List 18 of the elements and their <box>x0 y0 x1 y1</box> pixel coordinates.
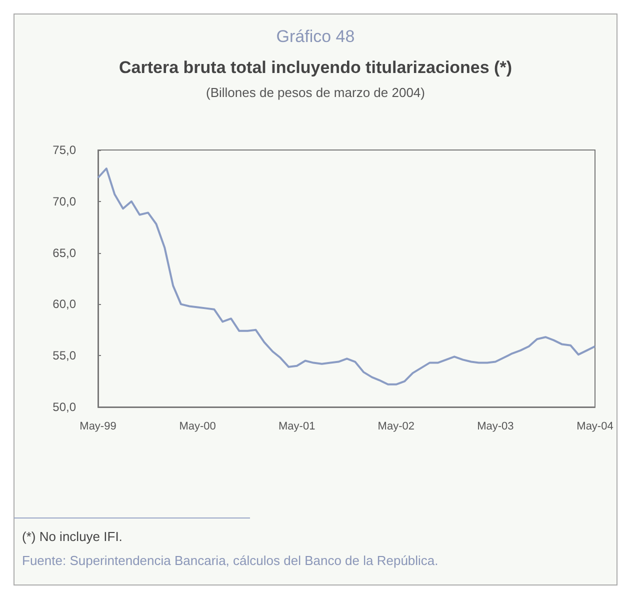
x-tick-label: May-02 <box>378 420 414 432</box>
y-tick-label: 55,0 <box>52 348 76 363</box>
x-tick-label: May-99 <box>80 420 116 432</box>
line-series <box>97 168 596 386</box>
chart-title: Cartera bruta total incluyendo titularizaciones (*) <box>119 58 512 77</box>
y-tick-label: 70,0 <box>52 194 76 208</box>
y-tick-label: 50,0 <box>52 400 76 414</box>
text: (*) No incluye IFI. <box>22 529 122 544</box>
x-tick-label: May-03 <box>477 420 514 432</box>
x-tick-label: May-00 <box>179 420 216 432</box>
source-note: Fuente: Superintendencia Bancaria, cálculos del Banco de la República. <box>22 553 438 568</box>
y-tick-label: 75,0 <box>52 143 76 157</box>
x-tick-label: May-04 <box>576 420 614 432</box>
text: Gráfico 48 <box>276 27 355 46</box>
y-tick-label: 60,0 <box>52 297 76 312</box>
x-tick-label: May-01 <box>278 420 316 432</box>
y-tick-label: 65,0 <box>52 246 76 260</box>
chart-subtitle: (Billones de pesos de marzo de 2004) <box>206 85 425 100</box>
